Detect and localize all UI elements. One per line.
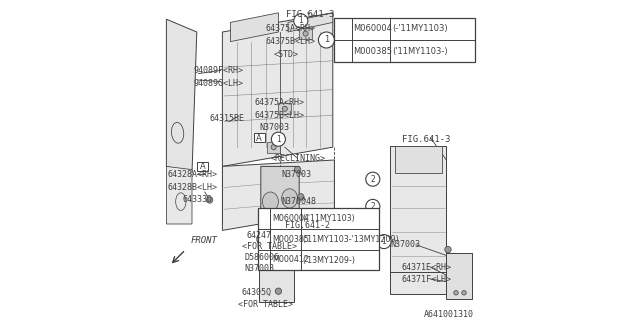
Polygon shape (278, 103, 291, 114)
Bar (197, 162, 208, 171)
Text: 2: 2 (262, 235, 266, 244)
Text: N370048: N370048 (282, 197, 317, 206)
Circle shape (282, 106, 287, 111)
Text: 64375B<LH>: 64375B<LH> (254, 111, 305, 120)
Text: <FOR TABLE>: <FOR TABLE> (239, 300, 293, 309)
Text: 2: 2 (371, 202, 375, 211)
Polygon shape (300, 28, 312, 39)
Polygon shape (223, 160, 334, 230)
Circle shape (275, 264, 282, 270)
Circle shape (294, 166, 301, 173)
Text: 94089F<RH>: 94089F<RH> (193, 66, 244, 75)
Text: 64328B<LH>: 64328B<LH> (168, 183, 218, 192)
Circle shape (275, 234, 282, 240)
Text: N37003: N37003 (390, 240, 420, 249)
Text: N37003: N37003 (259, 124, 289, 132)
Text: 64371F<LH>: 64371F<LH> (402, 275, 452, 284)
Text: M000385: M000385 (354, 47, 392, 56)
Text: (-'11MY1103): (-'11MY1103) (302, 214, 355, 223)
Polygon shape (261, 166, 300, 230)
Text: FIG.641-2: FIG.641-2 (285, 221, 330, 230)
Text: N37003: N37003 (245, 264, 275, 273)
Circle shape (454, 291, 458, 295)
Text: M000412: M000412 (272, 255, 309, 265)
Text: M060004: M060004 (354, 24, 392, 33)
Circle shape (275, 288, 282, 294)
Text: 1: 1 (324, 36, 329, 44)
Text: <FOR TABLE>: <FOR TABLE> (242, 242, 296, 251)
Polygon shape (230, 13, 278, 42)
Polygon shape (166, 19, 197, 173)
Polygon shape (390, 272, 447, 294)
Polygon shape (447, 253, 472, 299)
Text: <STD>: <STD> (274, 50, 299, 59)
Bar (258, 208, 380, 270)
Text: 2: 2 (371, 175, 375, 184)
Polygon shape (223, 13, 333, 166)
Polygon shape (390, 146, 447, 278)
Bar (253, 133, 265, 142)
Text: 64305Q: 64305Q (242, 288, 271, 297)
Circle shape (275, 253, 282, 259)
Ellipse shape (282, 189, 298, 208)
Text: (-'11MY1103): (-'11MY1103) (392, 24, 447, 33)
Text: ('11MY1103-): ('11MY1103-) (392, 47, 447, 56)
Circle shape (271, 145, 276, 150)
Text: 94089G<LH>: 94089G<LH> (193, 79, 244, 88)
Text: FIG.641-3: FIG.641-3 (287, 10, 335, 19)
Circle shape (366, 172, 380, 186)
Circle shape (366, 199, 380, 213)
Circle shape (377, 235, 391, 249)
Polygon shape (166, 166, 192, 224)
Text: 64315BE: 64315BE (210, 114, 244, 123)
Circle shape (257, 232, 271, 246)
Polygon shape (396, 146, 442, 173)
Circle shape (294, 14, 308, 28)
Text: 64328A<RH>: 64328A<RH> (168, 170, 218, 179)
Text: 64247: 64247 (246, 231, 271, 240)
Bar (334, 18, 475, 62)
Circle shape (303, 31, 308, 36)
Text: 1: 1 (381, 237, 387, 246)
Text: FRONT: FRONT (191, 236, 217, 245)
Ellipse shape (262, 192, 278, 211)
Text: 1: 1 (276, 135, 281, 144)
Polygon shape (288, 13, 333, 32)
Text: 64371E<RH>: 64371E<RH> (402, 263, 452, 272)
Polygon shape (259, 270, 294, 302)
Text: 64375A<RH>: 64375A<RH> (266, 24, 316, 33)
Text: <RECLINING>: <RECLINING> (270, 154, 325, 163)
Circle shape (206, 197, 212, 203)
Text: 64375B<LH>: 64375B<LH> (266, 37, 316, 46)
Text: A: A (257, 134, 262, 143)
Circle shape (445, 246, 451, 253)
Text: FIG.641-3: FIG.641-3 (402, 135, 450, 144)
Text: 64375A<RH>: 64375A<RH> (254, 98, 305, 107)
Text: 64333D: 64333D (182, 196, 212, 204)
Polygon shape (268, 141, 280, 153)
Circle shape (319, 32, 334, 48)
Text: N37003: N37003 (282, 170, 312, 179)
Text: A641001310: A641001310 (424, 310, 474, 319)
Circle shape (271, 132, 285, 146)
Text: 1: 1 (298, 16, 303, 25)
Text: A: A (200, 163, 205, 172)
Text: ('11MY1103-'13MY1209): ('11MY1103-'13MY1209) (302, 235, 399, 244)
Circle shape (298, 194, 304, 200)
Text: M060004: M060004 (272, 214, 309, 223)
Circle shape (462, 291, 466, 295)
Text: D586006: D586006 (245, 253, 280, 262)
Text: ('13MY1209-): ('13MY1209-) (302, 255, 355, 265)
Text: M000385: M000385 (272, 235, 309, 244)
